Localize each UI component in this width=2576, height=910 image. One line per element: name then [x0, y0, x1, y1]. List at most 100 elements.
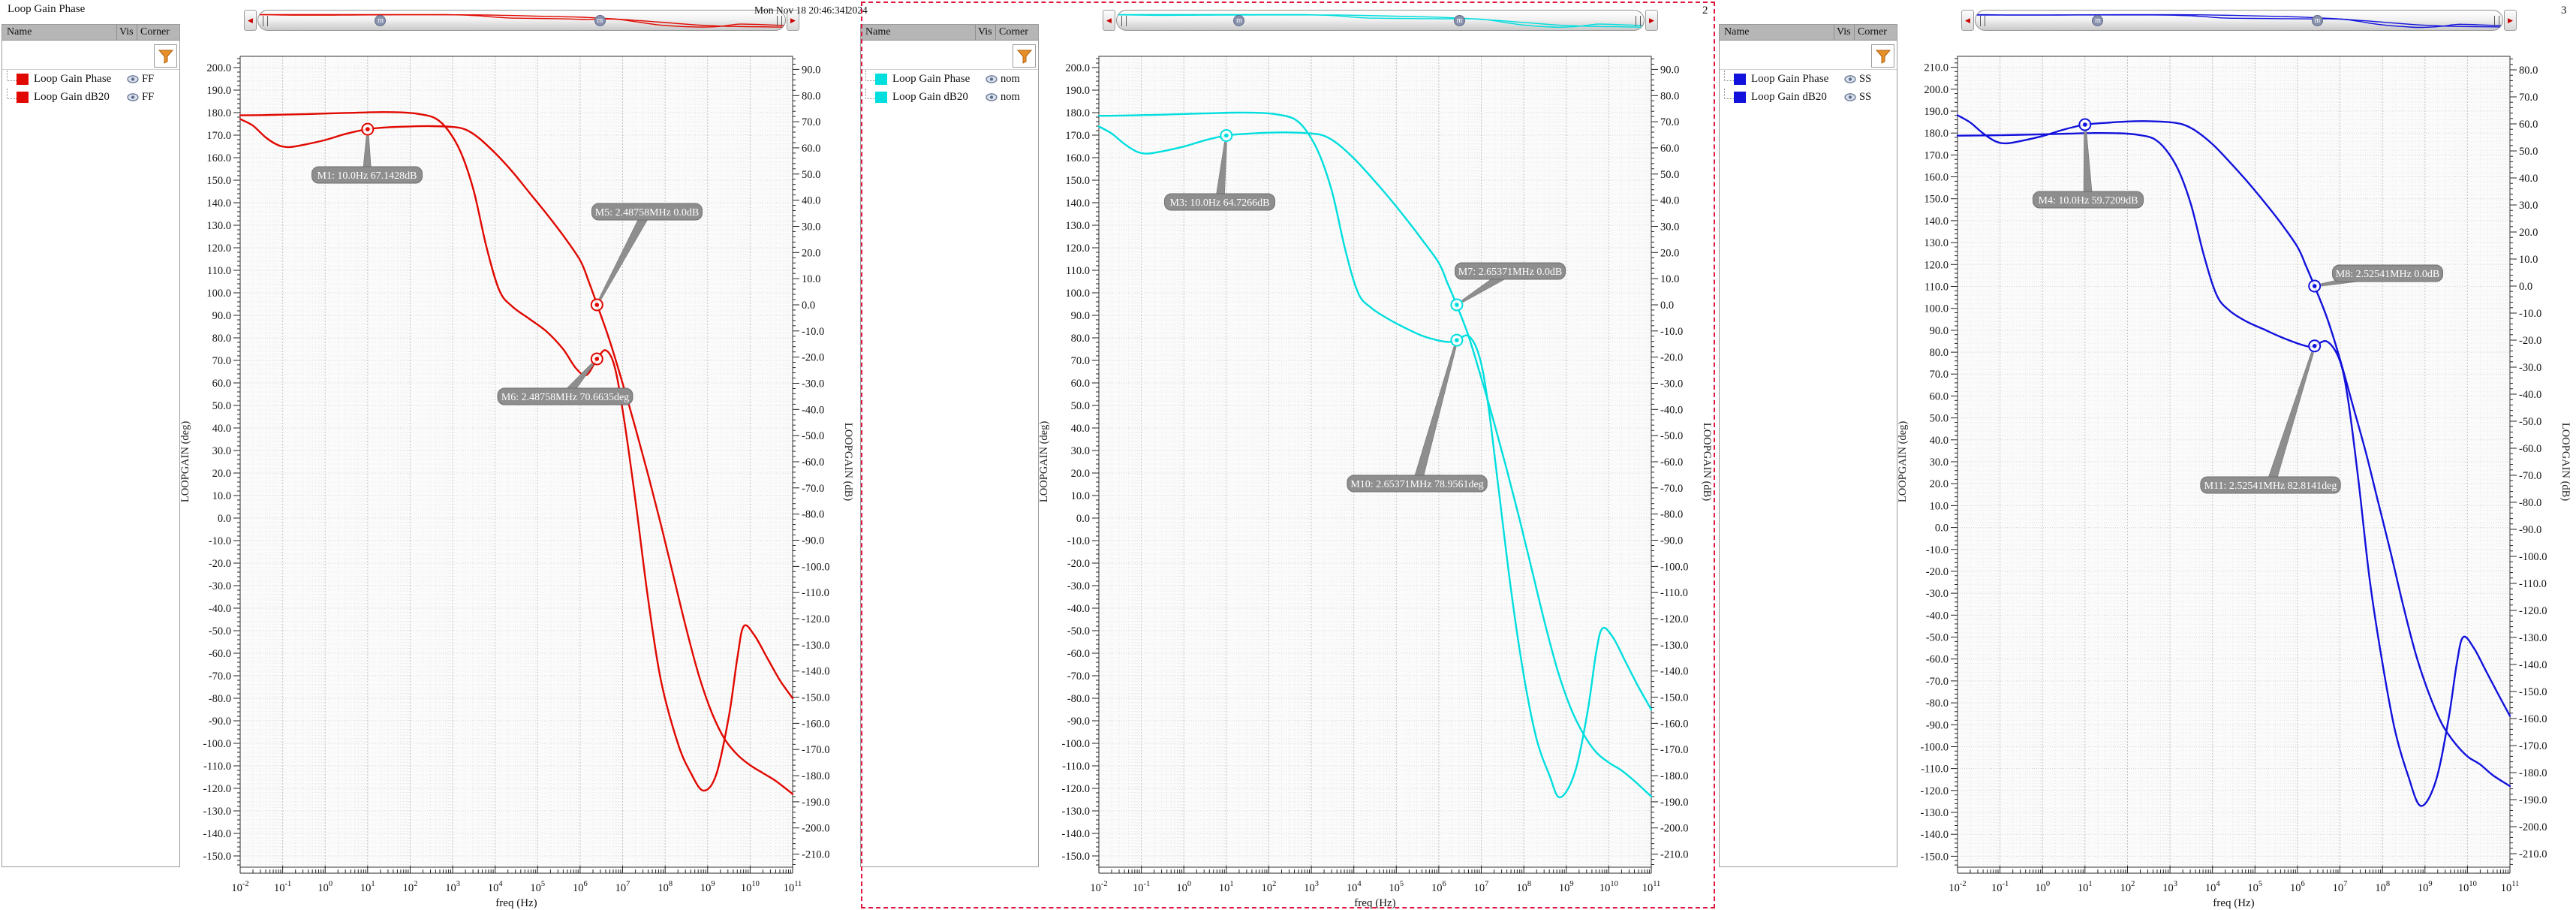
x-tick-label: 105 [530, 880, 545, 894]
overview-marker-bubble[interactable]: m [594, 15, 606, 26]
right-tick-label: 10.0 [802, 273, 820, 285]
right-tick-label: -120.0 [802, 613, 829, 625]
left-tick-label: 50.0 [1930, 413, 1949, 425]
visibility-eye-icon[interactable] [1844, 74, 1856, 83]
left-tick-label: -40.0 [1067, 603, 1090, 615]
right-tick-label: -110.0 [2519, 578, 2547, 590]
column-header-vis[interactable]: Vis [975, 25, 995, 40]
scroll-right-button[interactable]: ▶ [1645, 10, 1658, 31]
left-tick-label: -50.0 [1926, 632, 1949, 644]
x-axis: 10-2 10-1 100 101 102 103 104 105 106 107 108 109 10… [231, 866, 802, 909]
left-tick-label: -40.0 [1926, 610, 1949, 622]
overview-marker-bubble[interactable]: m [2092, 15, 2104, 26]
overview-grip-left[interactable] [1121, 16, 1127, 26]
right-tick-label: -160.0 [2519, 713, 2547, 725]
right-tick-label: -140.0 [802, 666, 829, 678]
scroll-left-button[interactable]: ◀ [1961, 10, 1974, 31]
overview-marker-bubble[interactable]: m [375, 15, 387, 26]
scroll-left-button[interactable]: ◀ [244, 10, 257, 31]
corner-filter-button[interactable] [154, 44, 177, 68]
column-header-vis[interactable]: Vis [1834, 25, 1854, 40]
marker-label-box-M1[interactable] [311, 166, 423, 184]
right-tick-label: -190.0 [2519, 794, 2547, 806]
right-tick-label: 20.0 [802, 247, 820, 259]
visibility-eye-icon[interactable] [986, 74, 998, 83]
overview-scrollbar: ◀ m m ▶ [0, 10, 859, 31]
scroll-right-button[interactable]: ▶ [787, 10, 799, 31]
corner-filter-button[interactable] [1871, 44, 1894, 68]
left-tick-label: -90.0 [209, 716, 231, 728]
signal-list-header: Name Vis Corner [861, 25, 1038, 41]
left-tick-label: 120.0 [206, 243, 231, 255]
overview-grip-left[interactable] [1980, 16, 1985, 26]
overview-grip-left[interactable] [263, 16, 268, 26]
scroll-left-button[interactable]: ◀ [1103, 10, 1115, 31]
marker-label-text: M5: 2.48758MHz 0.0dB [595, 207, 699, 218]
markers: M4: 10.0Hz 59.7209dB M8: 2.52541MHz 0.0dB… [2033, 118, 2443, 494]
visibility-eye-icon[interactable] [127, 74, 139, 83]
right-tick-label: -60.0 [2519, 443, 2541, 455]
marker-label-box-M3[interactable] [1164, 193, 1275, 211]
legend-row-db20[interactable]: Loop Gain dB20 nom [861, 88, 1038, 106]
marker-label-box-M8[interactable] [2332, 264, 2443, 282]
x-tick-label: 1011 [784, 880, 802, 894]
column-header-vis[interactable]: Vis [116, 25, 137, 40]
corner-value: FF [142, 72, 155, 85]
visibility-eye-icon[interactable] [1844, 92, 1856, 101]
plot-area: 210.0 200.0 190.0 180.0 170.0 160.0 150.0 140.0… [1897, 56, 2571, 909]
overview-marker-bubble[interactable]: m [1233, 15, 1245, 26]
x-tick-label: 105 [2247, 880, 2262, 894]
right-tick-label: -210.0 [1660, 849, 1688, 861]
marker-label-text: M10: 2.65371MHz 78.9561deg [1350, 479, 1483, 490]
corner-filter-button[interactable] [1013, 44, 1036, 68]
overview-grip-right[interactable] [1636, 16, 1641, 26]
left-tick-label: 150.0 [206, 175, 231, 187]
curves [1956, 114, 2511, 807]
marker-label-box-M6[interactable] [497, 387, 633, 405]
visibility-eye-icon[interactable] [986, 92, 998, 101]
curve-loop-gain-db20[interactable] [239, 118, 794, 795]
arrow-right-icon: ▶ [790, 16, 796, 24]
x-tick-label: 104 [488, 880, 504, 894]
arrow-right-icon: ▶ [1649, 16, 1654, 24]
legend-row-db20[interactable]: Loop Gain dB20 FF [2, 88, 179, 106]
column-header-corner[interactable]: Corner [137, 25, 179, 40]
curve-loop-gain-phase[interactable] [1097, 111, 1653, 799]
column-header-corner[interactable]: Corner [995, 25, 1038, 40]
legend-row-phase[interactable]: Loop Gain Phase SS [1720, 70, 1897, 88]
visibility-eye-icon[interactable] [127, 92, 139, 101]
curve-loop-gain-db20[interactable] [1956, 114, 2511, 788]
arrow-left-icon: ◀ [248, 16, 253, 24]
right-tick-label: -170.0 [802, 744, 829, 756]
marker-label-box-M11[interactable] [2200, 476, 2341, 494]
column-header-name[interactable]: Name [1724, 26, 1750, 38]
curve-loop-gain-phase[interactable] [1956, 131, 2511, 807]
x-tick-label: 106 [2290, 880, 2305, 894]
overview-grip-right[interactable] [777, 16, 782, 26]
overview-marker-bubble[interactable]: m [1453, 15, 1465, 26]
right-tick-label: -40.0 [802, 404, 824, 416]
x-axis: 10-2 10-1 100 101 102 103 104 105 106 107 108 109 10… [1090, 866, 1660, 909]
legend-row-phase[interactable]: Loop Gain Phase nom [861, 70, 1038, 88]
left-tick-label: -10.0 [209, 535, 231, 547]
marker-label-box-M7[interactable] [1455, 262, 1566, 280]
left-tick-label: 200.0 [206, 62, 231, 74]
plot-area: 200.0 190.0 180.0 170.0 160.0 150.0 140.0 130.0… [1038, 56, 1713, 909]
overview-marker-bubble[interactable]: m [2311, 15, 2323, 26]
column-header-name[interactable]: Name [7, 26, 32, 38]
scroll-right-button[interactable]: ▶ [2504, 10, 2517, 31]
column-header-name[interactable]: Name [865, 26, 891, 38]
marker-label-box-M10[interactable] [1347, 475, 1488, 493]
legend-row-db20[interactable]: Loop Gain dB20 SS [1720, 88, 1897, 106]
left-tick-label: -140.0 [1921, 829, 1949, 841]
right-tick-label: 0.0 [1660, 300, 1674, 312]
marker-label-box-M5[interactable] [591, 203, 703, 221]
column-header-corner[interactable]: Corner [1854, 25, 1897, 40]
overview-grip-right[interactable] [2494, 16, 2499, 26]
legend-row-phase[interactable]: Loop Gain Phase FF [2, 70, 179, 88]
curve-loop-gain-db20[interactable] [1097, 125, 1653, 798]
marker-label-box-M4[interactable] [2033, 191, 2144, 209]
